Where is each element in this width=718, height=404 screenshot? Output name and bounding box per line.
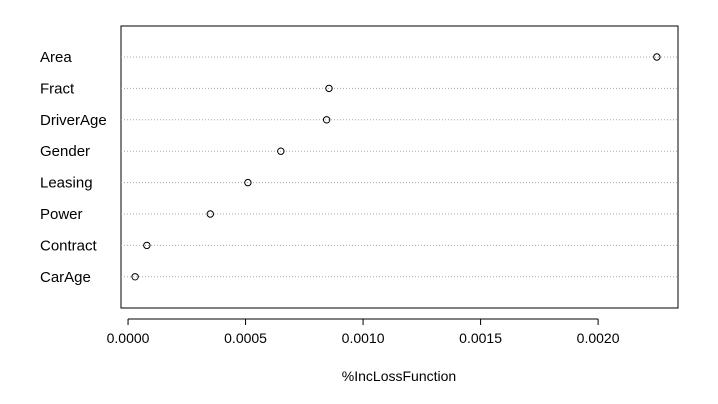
guide-lines [121,56,678,278]
category-label-area: Area [40,49,72,66]
data-points [131,53,661,281]
plot-frame [120,25,679,309]
data-point-fract [325,84,333,93]
category-label-driverage: DriverAge [40,112,107,129]
x-tick-label-2: 0.0010 [342,330,385,346]
data-point-power [206,210,215,218]
category-label-gender: Gender [40,143,90,160]
data-point-carage [131,273,139,281]
category-label-carage: CarAge [40,269,91,286]
data-point-driverage [322,116,331,124]
x-tick-label-3: 0.0015 [459,330,502,346]
x-axis: 0.0000 0.0005 0.0010 0.0015 0.0020 [107,318,620,346]
data-point-leasing [244,178,252,187]
category-labels: Area Fract DriverAge Gender Leasing Power Cont… [40,49,107,286]
category-label-fract: Fract [40,80,75,97]
data-point-contract [143,241,151,250]
x-tick-label-0: 0.0000 [107,330,150,346]
category-label-leasing: Leasing [40,175,93,192]
category-label-contract: Contract [40,237,98,254]
data-point-gender [277,147,285,155]
x-tick-label-4: 0.0020 [577,330,620,346]
category-label-power: Power [40,206,83,223]
x-tick-label-1: 0.0005 [224,330,267,346]
x-axis-title: %IncLossFunction [342,368,456,384]
data-point-area [653,53,661,61]
